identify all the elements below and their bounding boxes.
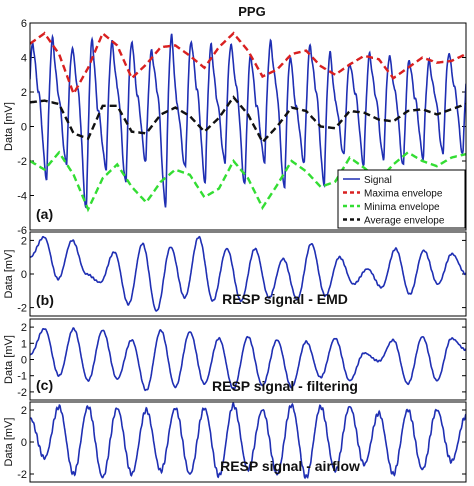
y-tick-label: 2 (21, 87, 27, 99)
y-tick-label: -1 (17, 371, 27, 383)
y-tick-label: 6 (21, 18, 27, 30)
legend-entry: Average envelope (364, 216, 445, 227)
series-line (30, 235, 466, 312)
y-tick-label: 0 (21, 355, 27, 367)
chart-title: PPG (238, 4, 265, 19)
plot-area (30, 327, 466, 392)
axes-frame (29, 22, 467, 231)
y-tick-label: 2 (21, 405, 27, 417)
series-line (30, 402, 466, 480)
legend-entry: Minima envelope (364, 202, 440, 213)
panel-annotation: RESP signal - filtering (212, 378, 358, 394)
legend-entry: Maxima envelope (364, 189, 443, 200)
y-tick-label: 2 (21, 235, 27, 247)
y-tick-label: -2 (17, 469, 27, 481)
y-axis-label: Data [mV] (3, 102, 15, 151)
y-tick-label: -2 (17, 387, 27, 399)
legend: Signal Maxima envelope Minima envelope Aver… (337, 169, 466, 229)
plot-area (30, 402, 466, 480)
panel-annotation: RESP signal - EMD (222, 291, 348, 307)
axes-frame (29, 401, 467, 483)
y-tick-label: 0 (21, 122, 27, 134)
y-axis-label: Data [mV] (3, 335, 15, 384)
legend-entry: Signal (364, 175, 392, 186)
axes-frame (29, 318, 467, 401)
series-average-envelope (30, 95, 466, 145)
y-tick-label: -2 (17, 303, 27, 315)
series-line (30, 327, 466, 392)
y-tick-label: 0 (21, 437, 27, 449)
panel-label: (a) (36, 206, 53, 222)
y-tick-label: -2 (17, 156, 27, 168)
plot-area (30, 235, 466, 312)
y-tick-label: -4 (17, 191, 27, 203)
y-tick-label: 4 (21, 53, 27, 65)
axes-frame (29, 231, 467, 317)
series-maxima-envelope (30, 30, 466, 97)
panel-label: (c) (36, 377, 53, 393)
panel-label: (b) (36, 292, 54, 308)
panel-annotation: RESP signal - airflow (220, 458, 360, 474)
y-tick-label: 1 (21, 338, 27, 350)
y-tick-label: -6 (17, 225, 27, 237)
y-tick-label: 2 (21, 322, 27, 334)
y-tick-label: 0 (21, 269, 27, 281)
series-signal (30, 33, 466, 209)
y-axis-label: Data [mV] (3, 418, 15, 467)
plot-area (30, 30, 466, 213)
y-axis-label: Data [mV] (3, 250, 15, 299)
panel-a: 6 4 2 0 -2 -4 -6 Data [mV] (a) Signal Maxima envel… (3, 18, 467, 237)
series-minima-envelope (30, 150, 466, 213)
